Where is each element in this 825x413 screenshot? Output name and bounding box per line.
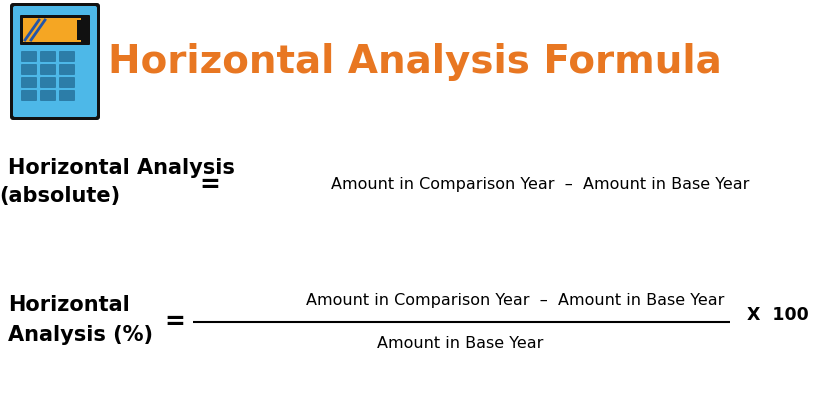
Text: Amount in Comparison Year  –  Amount in Base Year: Amount in Comparison Year – Amount in Ba… [331,178,749,192]
Text: =: = [164,310,186,334]
FancyBboxPatch shape [20,15,90,45]
FancyBboxPatch shape [40,90,56,101]
FancyBboxPatch shape [13,6,97,117]
FancyBboxPatch shape [23,18,81,42]
Text: Horizontal Analysis: Horizontal Analysis [8,158,235,178]
FancyBboxPatch shape [59,64,75,75]
FancyBboxPatch shape [59,90,75,101]
Text: =: = [200,173,220,197]
Text: Horizontal Analysis Formula: Horizontal Analysis Formula [108,43,722,81]
FancyBboxPatch shape [40,77,56,88]
Text: Amount in Base Year: Amount in Base Year [377,337,543,351]
Text: Horizontal: Horizontal [8,295,130,315]
FancyBboxPatch shape [40,64,56,75]
FancyBboxPatch shape [21,51,37,62]
FancyBboxPatch shape [21,90,37,101]
FancyBboxPatch shape [21,64,37,75]
Text: (absolute): (absolute) [0,186,120,206]
FancyBboxPatch shape [40,51,56,62]
FancyBboxPatch shape [59,51,75,62]
Bar [77,20,85,40]
Text: X  100: X 100 [747,306,808,324]
Text: Analysis (%): Analysis (%) [8,325,153,345]
FancyBboxPatch shape [59,77,75,88]
FancyBboxPatch shape [10,3,100,120]
Text: Amount in Comparison Year  –  Amount in Base Year: Amount in Comparison Year – Amount in Ba… [306,292,724,308]
FancyBboxPatch shape [21,77,37,88]
